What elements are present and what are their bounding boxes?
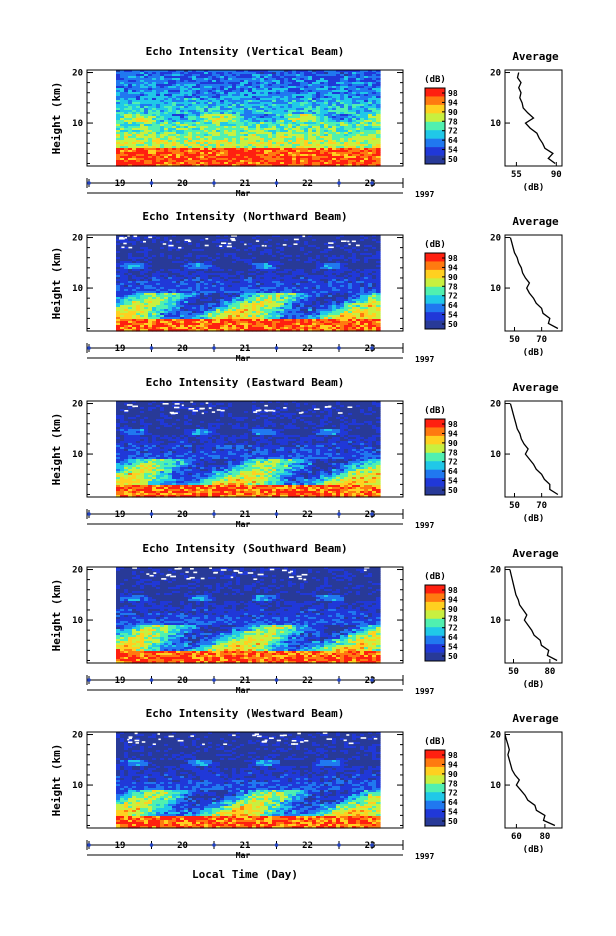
colorbar-tick-label: 50 — [448, 155, 458, 164]
colorbar-segment — [425, 156, 445, 165]
profile-y-tick-label: 20 — [490, 69, 501, 79]
x-tick-label: 21 — [240, 179, 251, 189]
colorbar-segment — [425, 88, 445, 97]
time-marker — [370, 181, 374, 185]
year-label: 1997 — [415, 190, 434, 199]
colorbar-segment — [425, 96, 445, 105]
colorbar-tick-label: 64 — [448, 136, 458, 145]
panel-0: Echo Intensity (Vertical Beam) 20 10 Height… — [50, 45, 562, 199]
y-tick-label: 10 — [72, 119, 83, 129]
colorbar-segment — [425, 147, 445, 156]
time-marker — [275, 181, 279, 185]
time-marker — [337, 181, 341, 185]
heatmap — [116, 70, 381, 167]
colorbar-tick-label: 72 — [448, 127, 458, 136]
colorbar-tick-label: 54 — [448, 146, 458, 155]
x-tick-label: 22 — [302, 179, 313, 189]
profile-x-tick-label: 90 — [551, 170, 562, 180]
profile-y-tick-label: 10 — [490, 119, 501, 129]
colorbar-segment — [425, 130, 445, 139]
y-tick-label: 20 — [72, 69, 83, 79]
x-tick-label: 23 — [365, 179, 376, 189]
month-label: Mar — [236, 189, 251, 198]
time-marker — [87, 181, 91, 185]
colorbar-segment — [425, 122, 445, 131]
profile-x-label: (dB) — [523, 183, 545, 193]
panel-1: Echo Intensity (Northward Beam)2010Heigh… — [50, 210, 562, 364]
colorbar-unit: (dB) — [424, 75, 446, 85]
time-marker — [212, 181, 216, 185]
x-tick-label: 19 — [115, 179, 126, 189]
colorbar-tick-label: 98 — [448, 89, 458, 98]
profile-title: Average — [512, 50, 559, 63]
x-tick-label: 20 — [177, 179, 188, 189]
colorbar-tick-label: 94 — [448, 98, 458, 107]
y-axis-label: Height (km) — [50, 82, 63, 155]
profile-x-tick-label: 55 — [511, 170, 522, 180]
colorbar-tick-label: 78 — [448, 117, 458, 126]
panel-title: Echo Intensity (Northward Beam) — [142, 210, 347, 223]
colorbar-tick-label: 90 — [448, 108, 458, 117]
heatmap — [116, 235, 381, 332]
profile-line — [518, 73, 556, 164]
colorbar-segment — [425, 113, 445, 122]
time-marker — [150, 181, 154, 185]
panel-title: Echo Intensity (Vertical Beam) — [146, 45, 345, 58]
